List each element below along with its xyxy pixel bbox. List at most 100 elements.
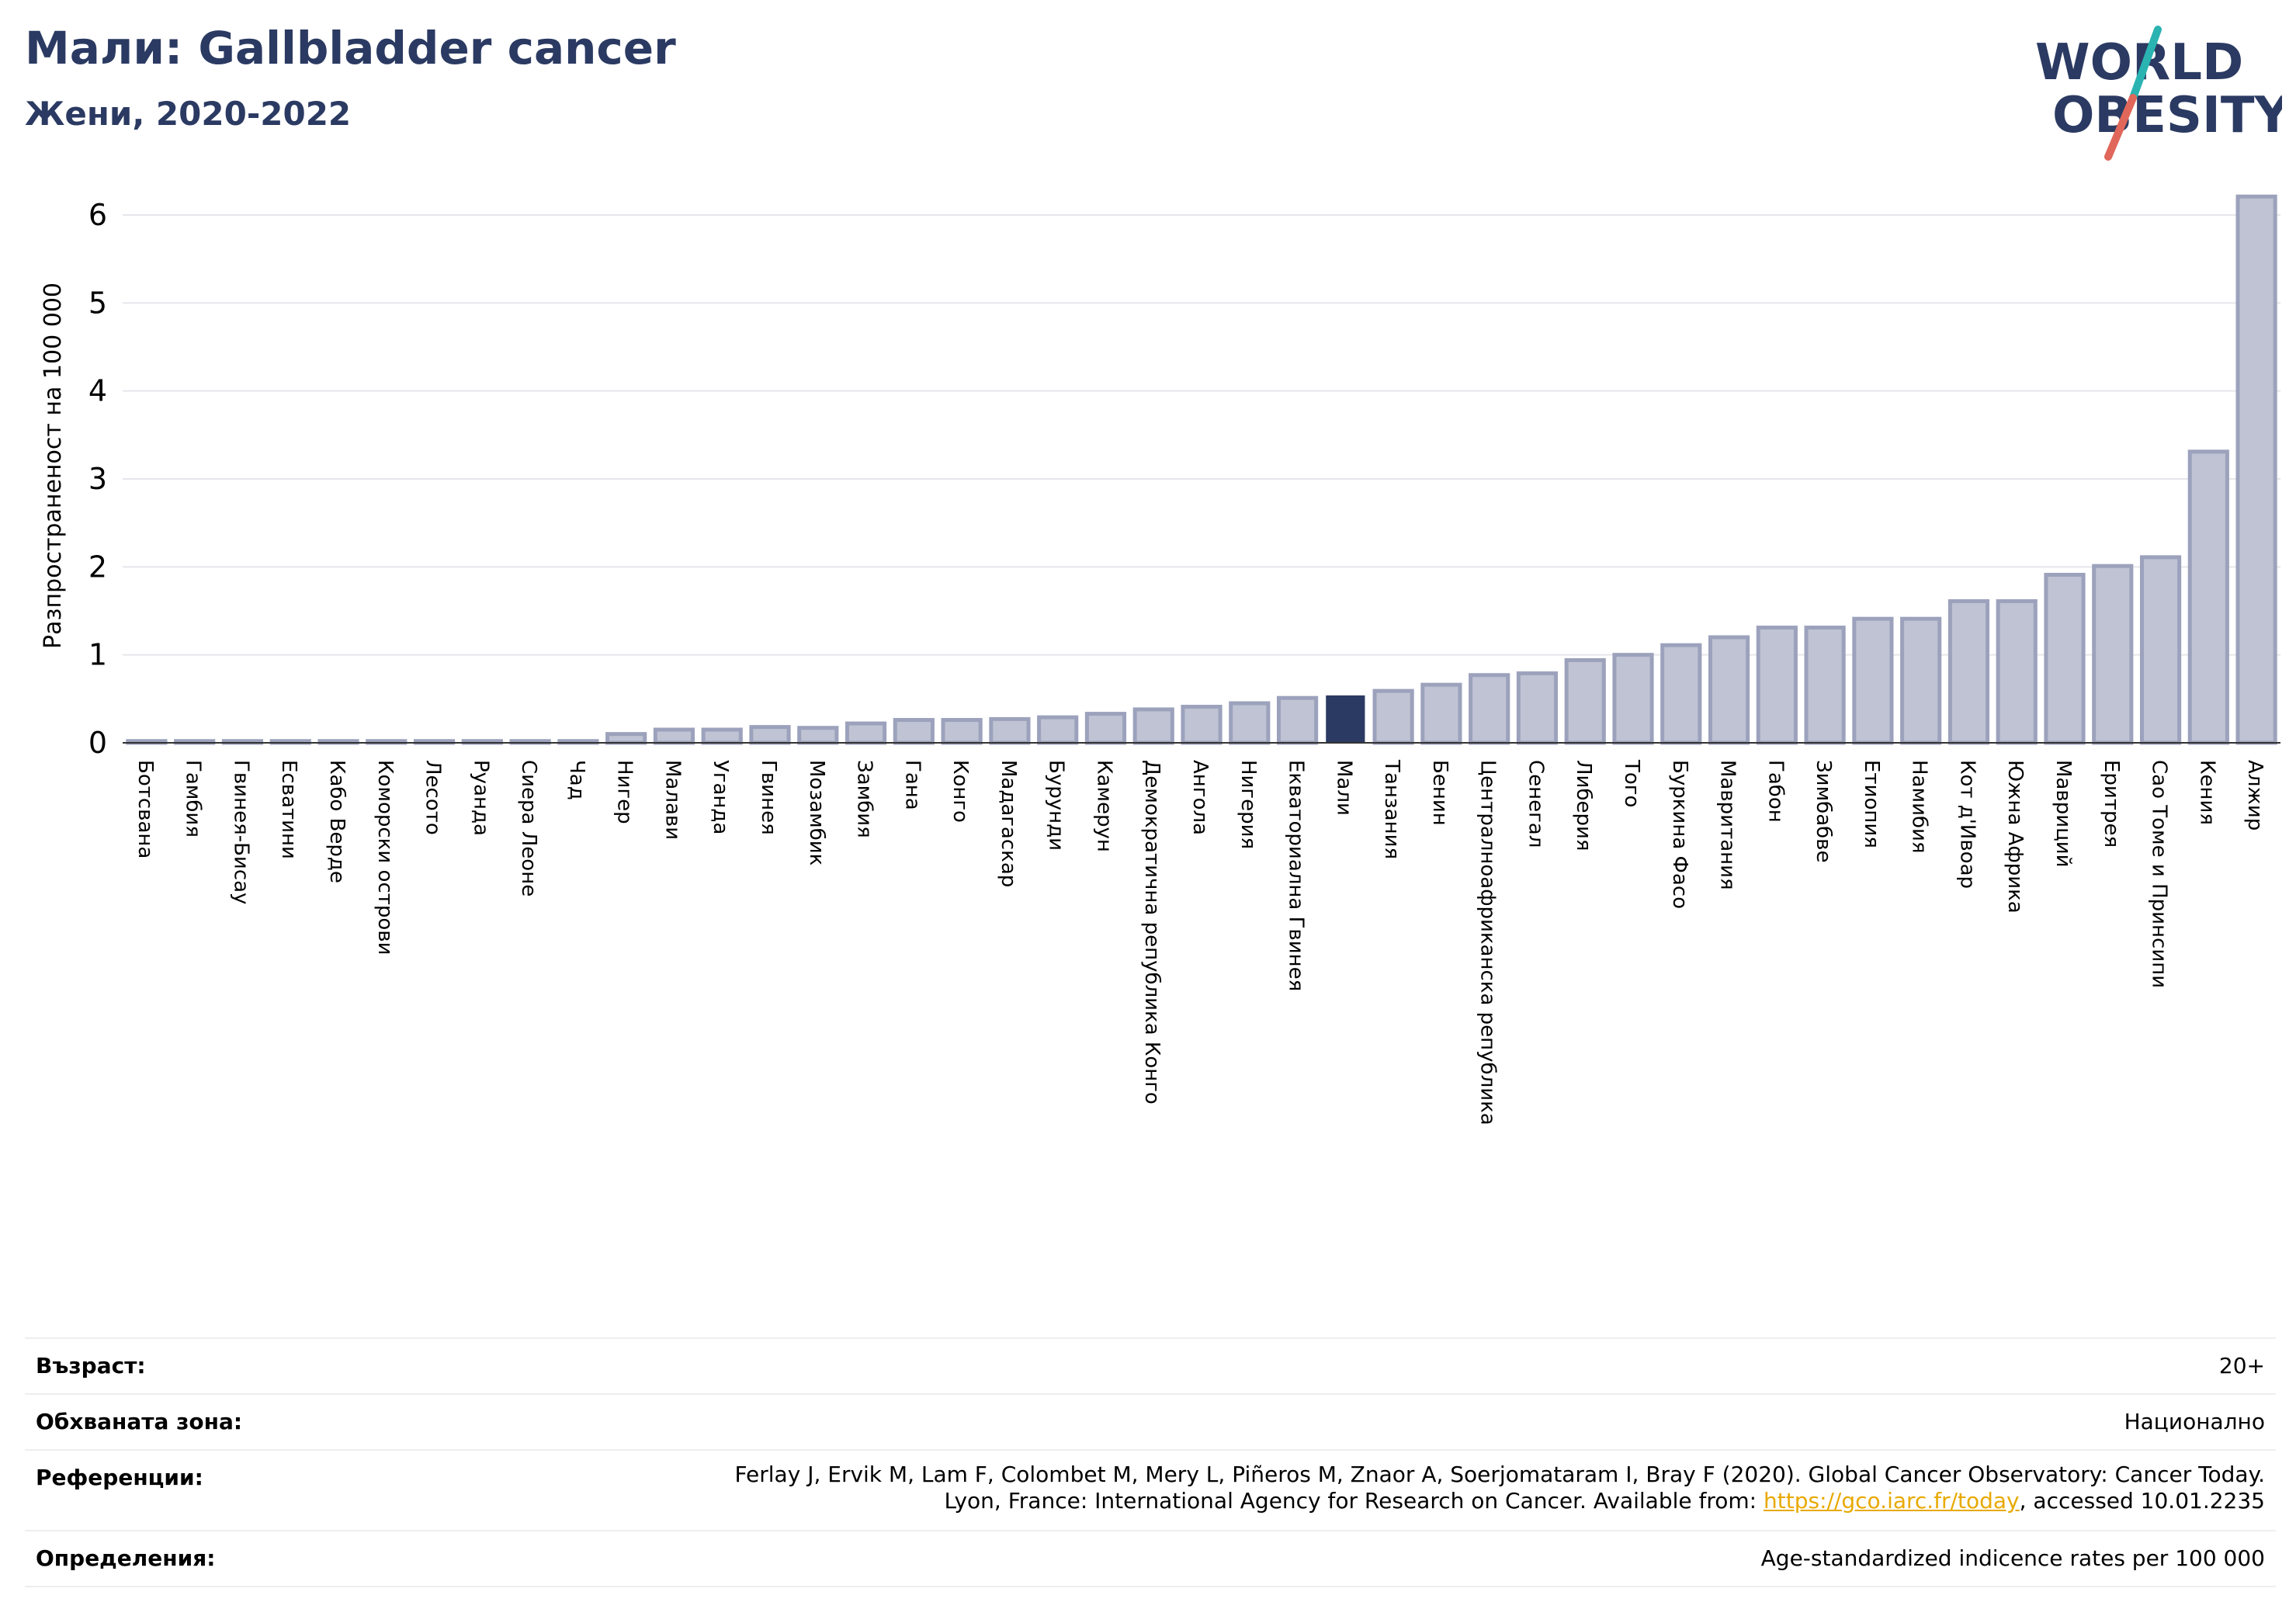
- x-tick-label-30: Либерия: [1572, 760, 1595, 851]
- bars: [126, 194, 2277, 745]
- bar-12: [701, 727, 743, 745]
- x-tick-label-5: Коморски острови: [373, 760, 397, 955]
- x-tick-label-29: Сенегал: [1524, 760, 1547, 848]
- bar-14: [797, 726, 839, 745]
- x-tick-label-0: Ботсвана: [134, 760, 157, 858]
- x-tick-label-23: Нигерия: [1236, 760, 1260, 849]
- meta-age-label: Възраст:: [36, 1353, 146, 1379]
- x-tick-label-6: Лесото: [421, 760, 445, 835]
- x-tick-label-9: Чад: [565, 760, 588, 800]
- meta-row-definitions: Определения: Age-standardized indicence …: [25, 1530, 2276, 1587]
- x-tick-label-15: Замбия: [853, 760, 876, 838]
- meta-row-age: Възраст: 20+: [25, 1337, 2276, 1393]
- bar-chart: 0 1 2 3 4 5 6 Ботсвана Гамбия Гвинея-Бисау Есвати…: [40, 194, 2280, 1125]
- x-tick-label-3: Есватини: [277, 760, 300, 859]
- bar-27: [1420, 682, 1462, 745]
- meta-defs-label: Определения:: [36, 1545, 216, 1571]
- meta-age-value: 20+: [2218, 1353, 2265, 1379]
- x-tick-label-25: Мали: [1332, 760, 1355, 816]
- x-tick-label-10: Нигер: [613, 760, 636, 824]
- meta-refs-line2-pre: Lyon, France: International Agency for R…: [944, 1488, 1764, 1514]
- x-tick-label-21: Демократична република Конго: [1140, 760, 1164, 1105]
- x-tick-label-34: Габон: [1764, 760, 1787, 823]
- bar-39: [1996, 599, 2038, 745]
- x-tick-label-11: Малави: [661, 760, 684, 840]
- x-tick-label-17: Конго: [949, 760, 972, 823]
- x-tick-label-42: Сао Томе и Принсипи: [2148, 760, 2171, 988]
- x-tick-label-1: Гамбия: [182, 760, 205, 838]
- meta-area-value: Национално: [2124, 1409, 2265, 1434]
- x-tick-label-43: Кения: [2195, 760, 2218, 825]
- bar-40: [2044, 573, 2086, 745]
- bar-37: [1900, 616, 1942, 745]
- bar-38: [1947, 599, 1990, 745]
- bar-36: [1852, 616, 1894, 745]
- x-tick-label-28: Централноафриканска република: [1476, 760, 1500, 1125]
- x-tick-label-33: Мавритания: [1716, 760, 1739, 890]
- meta-row-references: Референции: Ferlay J, Ervik M, Lam F, Co…: [25, 1449, 2276, 1530]
- metadata-table: Възраст: 20+ Обхваната зона: Национално …: [25, 1337, 2276, 1587]
- bar-25: [1326, 695, 1365, 744]
- y-tick-label: 3: [88, 462, 107, 496]
- x-tick-label-20: Камерун: [1092, 760, 1115, 852]
- bar-15: [845, 721, 887, 745]
- world-obesity-logo: WORLD OBESITY: [2035, 26, 2282, 161]
- bar-18: [989, 716, 1031, 745]
- x-tick-label-18: Мадагаскар: [997, 760, 1020, 887]
- bar-16: [893, 718, 935, 745]
- x-tick-label-26: Танзания: [1380, 759, 1403, 859]
- bar-23: [1229, 701, 1271, 745]
- x-axis-labels: Ботсвана Гамбия Гвинея-Бисау Есватини Кабо В…: [134, 759, 2267, 1125]
- x-tick-label-36: Етиопия: [1860, 760, 1883, 848]
- y-tick-label: 0: [88, 726, 107, 760]
- bar-10: [605, 732, 647, 745]
- y-tick-label: 1: [88, 638, 107, 672]
- x-tick-label-2: Гвинея-Бисау: [229, 760, 252, 904]
- x-tick-label-39: Южна Африка: [2003, 760, 2027, 914]
- bar-34: [1756, 626, 1798, 745]
- x-tick-label-32: Буркина Фасо: [1668, 760, 1691, 909]
- y-tick-label: 6: [88, 198, 107, 232]
- chart-subtitle: Жени, 2020-2022: [25, 95, 352, 133]
- x-tick-label-4: Кабо Верде: [325, 760, 349, 883]
- bar-21: [1132, 707, 1174, 745]
- x-tick-label-35: Зимбабве: [1812, 760, 1835, 863]
- bar-32: [1660, 643, 1702, 745]
- meta-row-area: Обхваната зона: Национално: [25, 1393, 2276, 1449]
- y-tick-label: 4: [88, 374, 107, 408]
- y-axis-label: Разпространеност на 100 000: [40, 283, 67, 649]
- bar-41: [2092, 564, 2134, 745]
- bar-24: [1276, 695, 1319, 745]
- bar-33: [1708, 635, 1750, 745]
- bar-35: [1804, 626, 1846, 745]
- meta-refs-line2-post: , accessed 10.01.2235: [2019, 1488, 2265, 1514]
- bar-30: [1564, 657, 1606, 745]
- meta-refs-value: Ferlay J, Ervik M, Lam F, Colombet M, Me…: [734, 1462, 2265, 1514]
- x-tick-label-44: Алжир: [2243, 760, 2267, 831]
- x-tick-label-7: Руанда: [469, 760, 492, 836]
- bar-11: [653, 727, 695, 745]
- x-tick-label-12: Уганда: [709, 760, 732, 834]
- logo-text-obesity: OBESITY: [2052, 87, 2282, 144]
- bar-28: [1469, 673, 1510, 745]
- meta-refs-link[interactable]: https://gco.iarc.fr/today: [1764, 1488, 2020, 1514]
- bar-22: [1181, 705, 1223, 745]
- y-tick-label: 2: [88, 550, 107, 584]
- x-tick-label-38: Кот д'Ивоар: [1955, 760, 1979, 889]
- x-tick-label-24: Екваториална Гвинея: [1285, 760, 1308, 991]
- bar-44: [2235, 194, 2277, 745]
- bar-42: [2139, 555, 2182, 745]
- bar-29: [1516, 671, 1559, 745]
- x-tick-label-31: Того: [1620, 759, 1643, 807]
- x-tick-label-41: Еритрея: [2100, 760, 2123, 848]
- chart-title: Мали: Gallbladder cancer: [25, 22, 676, 75]
- bar-13: [749, 725, 791, 745]
- meta-refs-label: Референции:: [36, 1465, 203, 1490]
- y-tick-label: 5: [88, 286, 107, 320]
- logo-slash-teal: [2129, 26, 2162, 102]
- bar-19: [1037, 715, 1079, 745]
- meta-refs-line1: Ferlay J, Ervik M, Lam F, Colombet M, Me…: [734, 1462, 2265, 1487]
- bar-17: [941, 718, 983, 745]
- meta-defs-value: Age-standardized indicence rates per 100…: [1760, 1545, 2265, 1571]
- x-tick-label-37: Намибия: [1908, 760, 1931, 854]
